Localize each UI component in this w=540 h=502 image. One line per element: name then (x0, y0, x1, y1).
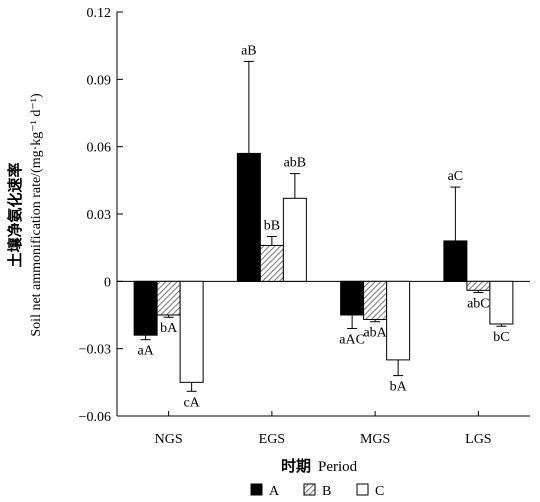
bar-C-NGS (179, 280, 204, 383)
data-label-B-MGS: abA (363, 326, 387, 341)
data-label-B-EGS: bB (264, 218, 280, 233)
legend-swatch-A (250, 483, 263, 496)
y-tick-label: 0 (104, 275, 111, 290)
x-axis-title-en: Period (318, 459, 358, 475)
x-axis-title-cn: 时期 (281, 457, 311, 475)
y-tick-label: −0.06 (79, 410, 111, 425)
x-axis-title: 时期 Period (281, 457, 358, 475)
data-label-A-NGS: aA (137, 344, 154, 359)
data-label-A-LGS: aC (448, 169, 464, 184)
bar-C-EGS (282, 197, 307, 282)
data-label-B-LGS: abC (467, 297, 490, 312)
legend-swatch-B (303, 483, 316, 496)
y-tick-label: 0.03 (87, 208, 112, 223)
y-axis-title: 土壤净氨化速率 Soil net ammonification rate/(mg… (6, 93, 44, 337)
bar-B-EGS (259, 244, 284, 282)
data-label-C-NGS: cA (183, 395, 200, 410)
x-tick-label: EGS (259, 432, 285, 447)
legend-swatch-C (356, 483, 369, 496)
bar-B-NGS (156, 280, 181, 316)
y-axis-title-en: Soil net ammonification rate/(mg·kg⁻¹ d⁻… (29, 93, 44, 337)
legend-label-C: C (375, 484, 384, 499)
legend: A B C (250, 483, 384, 499)
bar-A-MGS (340, 280, 365, 316)
plot-area: −0.06 −0.03 0 0.03 0.06 0.09 0.12 NGS aA bA cA EGS a… (79, 6, 530, 447)
x-tick-label: NGS (155, 432, 183, 447)
y-tick-label: 0.06 (87, 141, 112, 156)
data-label-C-MGS: bA (390, 380, 408, 395)
data-label-C-LGS: bC (493, 330, 509, 345)
data-label-A-MGS: aAC (339, 332, 365, 347)
y-tick-label: 0.09 (87, 73, 112, 88)
bar-A-EGS (236, 152, 261, 282)
data-label-C-EGS: abB (284, 156, 307, 171)
x-tick-label: LGS (465, 432, 491, 447)
legend-label-B: B (322, 484, 331, 499)
data-label-A-EGS: aB (241, 43, 257, 58)
bar-A-LGS (443, 240, 468, 282)
y-axis-title-cn: 土壤净氨化速率 (6, 162, 24, 267)
bar-C-LGS (489, 280, 514, 325)
bar-B-MGS (363, 280, 388, 320)
x-tick-label: MGS (360, 432, 390, 447)
y-tick-label: −0.03 (79, 343, 111, 358)
bar-B-LGS (466, 280, 491, 291)
bar-A-NGS (133, 280, 158, 336)
legend-label-A: A (269, 484, 280, 499)
y-tick-label: 0.12 (87, 6, 112, 21)
bar-C-MGS (386, 280, 411, 361)
data-label-B-NGS: bA (160, 321, 178, 336)
